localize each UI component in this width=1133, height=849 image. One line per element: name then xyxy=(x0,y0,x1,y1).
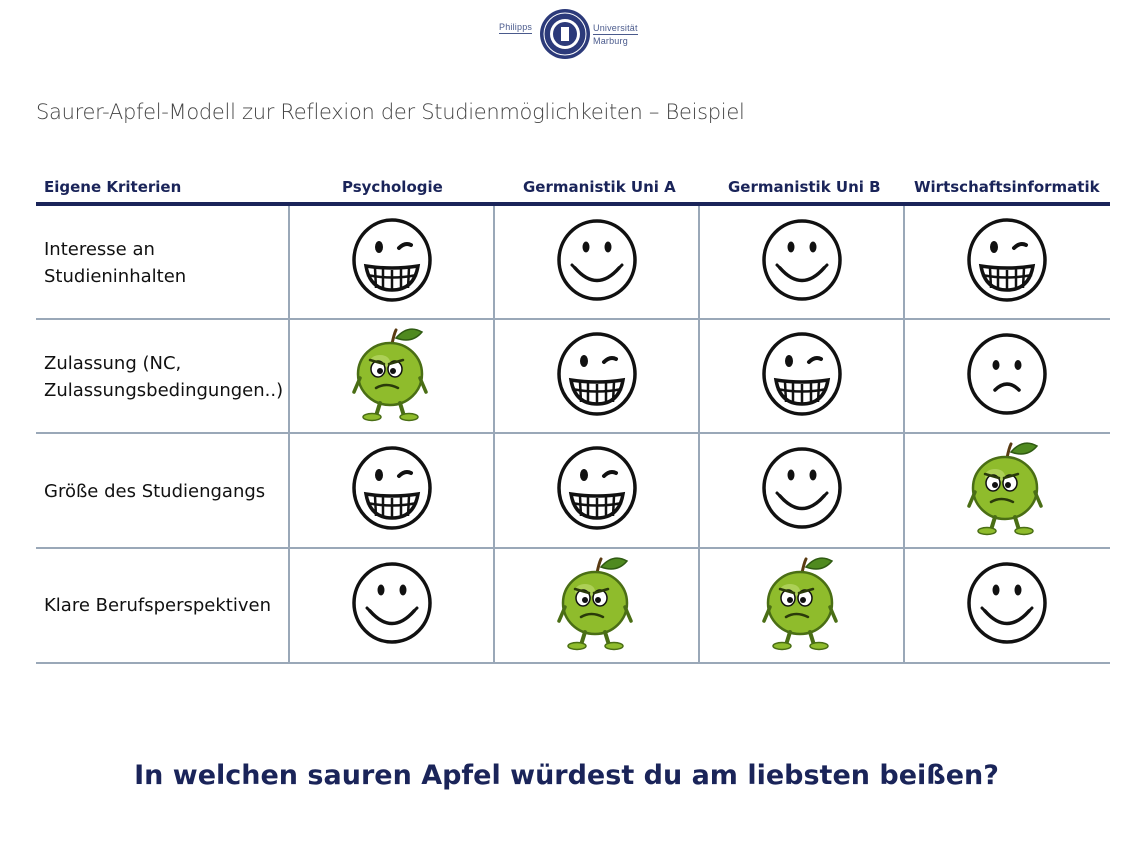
rating-cell xyxy=(905,434,1109,546)
smiley-face-icon xyxy=(760,218,844,307)
rating-cell xyxy=(905,549,1109,661)
rating-cell xyxy=(700,434,904,546)
sour-apple-icon xyxy=(557,555,637,656)
rating-cell xyxy=(700,549,904,661)
criterion-berufsperspektiven: Klare Berufsperspektiven xyxy=(44,592,271,619)
criterion-label: Klare Berufsperspektiven xyxy=(44,595,271,616)
rating-cell xyxy=(290,320,494,432)
rating-cell xyxy=(495,320,699,432)
grinning-face-icon xyxy=(350,217,434,307)
sad-face-icon xyxy=(965,332,1049,421)
rating-cell xyxy=(700,206,904,318)
university-seal-icon xyxy=(540,9,590,59)
criterion-label: Größe des Studiengangs xyxy=(44,481,266,502)
row-divider xyxy=(36,432,1110,434)
sour-apple-icon xyxy=(967,440,1047,541)
smiley-face-icon xyxy=(965,561,1049,650)
rating-cell xyxy=(700,320,904,432)
logo-text-philipps: Philipps xyxy=(499,22,533,34)
column-divider xyxy=(903,206,905,663)
column-divider xyxy=(288,206,290,663)
rating-cell xyxy=(290,549,494,661)
grinning-face-icon xyxy=(760,331,844,421)
header-criteria: Eigene Kriterien xyxy=(44,178,182,196)
column-divider xyxy=(698,206,700,663)
row-divider xyxy=(36,662,1110,664)
column-divider xyxy=(493,206,495,663)
rating-cell xyxy=(495,549,699,661)
header-divider xyxy=(36,202,1110,206)
header-germanistik-b: Germanistik Uni B xyxy=(728,178,881,196)
criterion-label: Zulassung (NC, Zulassungsbedingungen..) xyxy=(44,353,284,401)
rating-cell xyxy=(905,206,1109,318)
university-logo: Philipps Universität Marburg xyxy=(497,8,649,62)
row-divider xyxy=(36,547,1110,549)
header-germanistik-a: Germanistik Uni A xyxy=(523,178,676,196)
criterion-label: Interesse an Studieninhalten xyxy=(44,239,187,287)
grinning-face-icon xyxy=(555,445,639,535)
rating-cell xyxy=(290,434,494,546)
sour-apple-icon xyxy=(762,555,842,656)
rating-cell xyxy=(495,206,699,318)
grinning-face-icon xyxy=(555,331,639,421)
criterion-groesse: Größe des Studiengangs xyxy=(44,478,265,505)
criterion-interesse: Interesse an Studieninhalten xyxy=(44,236,186,290)
header-psychologie: Psychologie xyxy=(342,178,443,196)
page-title: Saurer-Apfel-Modell zur Reflexion der St… xyxy=(36,100,745,124)
row-divider xyxy=(36,318,1110,320)
smiley-face-icon xyxy=(760,446,844,535)
sour-apple-icon xyxy=(352,326,432,427)
grinning-face-icon xyxy=(965,217,1049,307)
rating-cell xyxy=(495,434,699,546)
rating-cell xyxy=(905,320,1109,432)
criterion-zulassung: Zulassung (NC, Zulassungsbedingungen..) xyxy=(44,350,283,404)
rating-cell xyxy=(290,206,494,318)
grinning-face-icon xyxy=(350,445,434,535)
question-text: In welchen sauren Apfel würdest du am li… xyxy=(134,760,999,791)
logo-text-university: Universität Marburg xyxy=(593,23,638,46)
smiley-face-icon xyxy=(350,561,434,650)
header-wirtschaftsinformatik: Wirtschaftsinformatik xyxy=(914,178,1100,196)
smiley-face-icon xyxy=(555,218,639,307)
